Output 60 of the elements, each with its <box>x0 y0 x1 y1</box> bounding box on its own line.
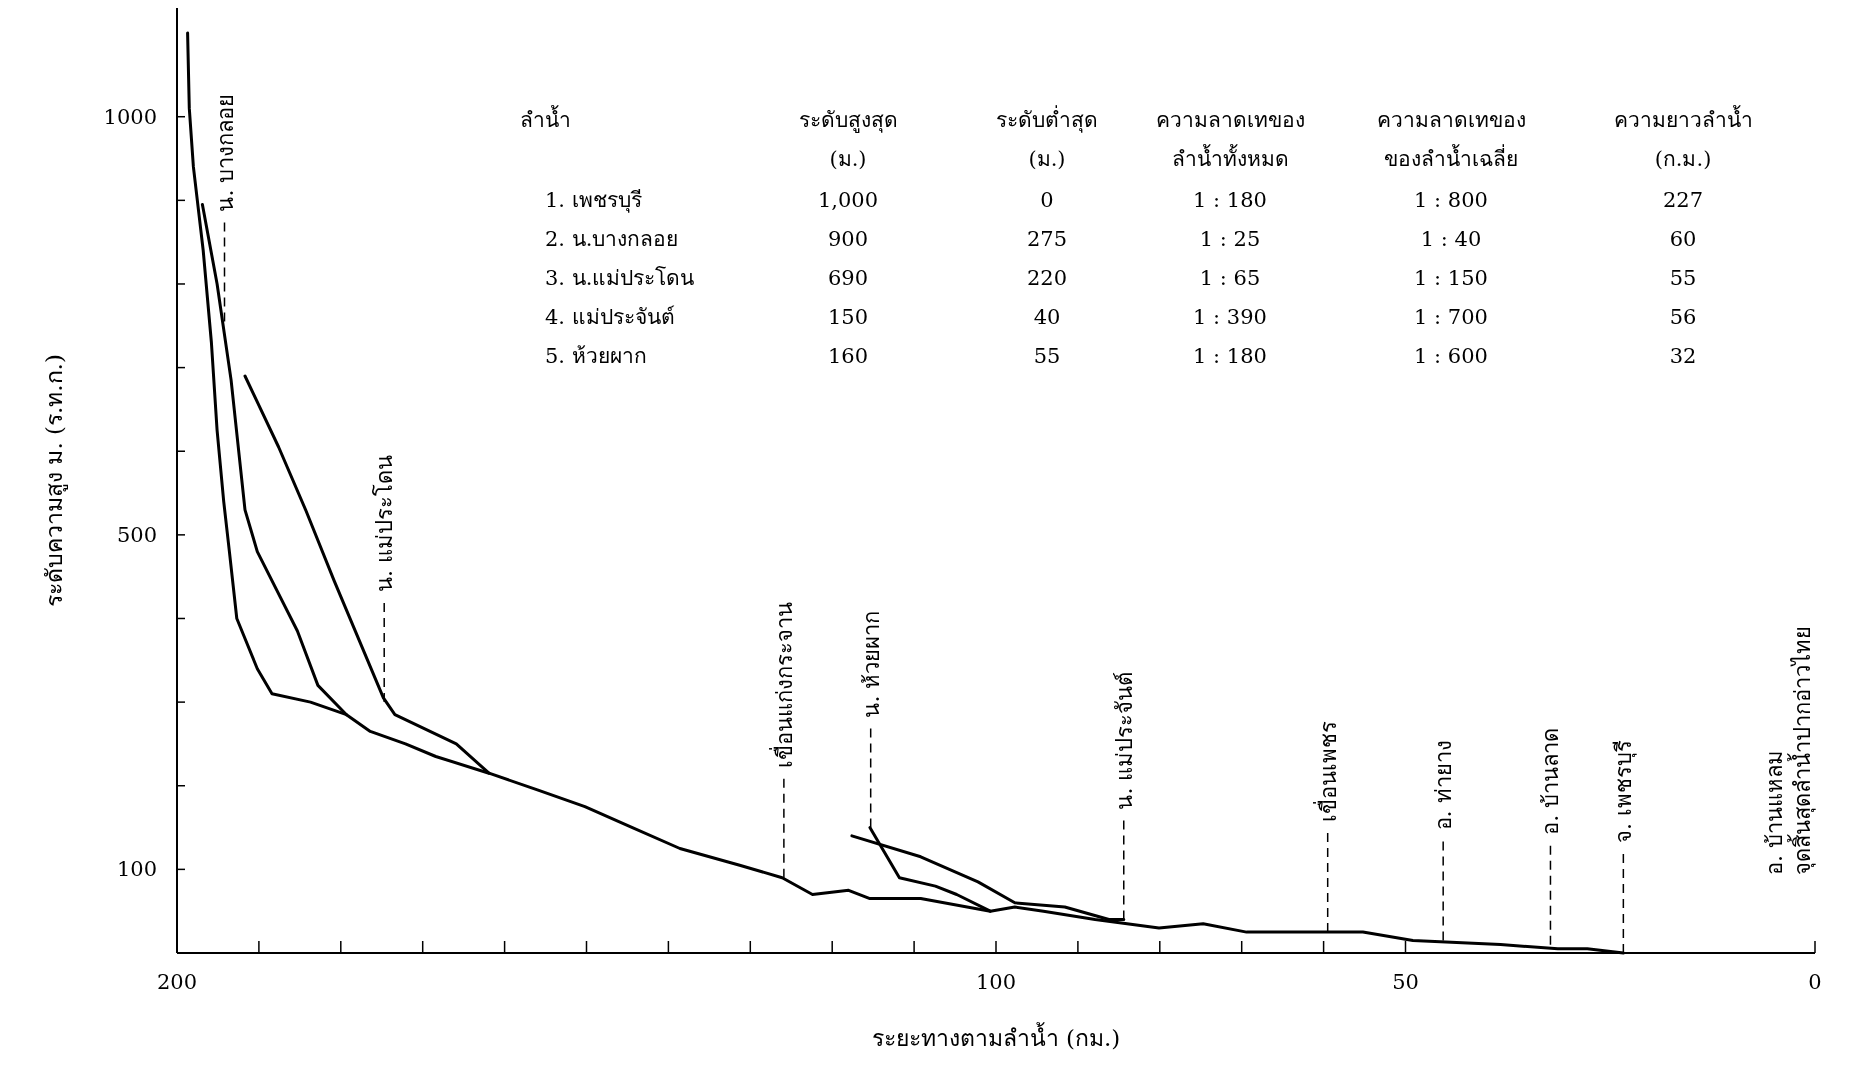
text: 60 <box>1669 227 1697 251</box>
y-axis-title: ระดับความสูง ม. (ร.ท.ก.) <box>41 354 68 607</box>
text: 40 <box>1033 305 1061 329</box>
annotation: น. แม่ประจันต์ <box>1111 671 1137 921</box>
text: ความลาดเทของ ของลำน้ำเฉลี่ย <box>1376 108 1526 171</box>
text: 160 <box>827 344 869 368</box>
annotation: น. ห้วยผาก <box>858 610 884 718</box>
text: 150 <box>827 305 869 329</box>
text: 1 : 40 <box>1420 227 1482 251</box>
text: 1 : 700 <box>1414 305 1488 329</box>
text: 690 <box>827 266 869 290</box>
annotation: น. บางกลอย <box>212 93 238 323</box>
text: 227 <box>1662 188 1704 212</box>
y-tick-label: 100 <box>116 857 157 882</box>
annotation: น. บางกลอย <box>212 93 238 212</box>
annotation: อ. ท่ายาง <box>1431 740 1457 831</box>
text: 2. น.บางกลอย <box>545 227 679 251</box>
text: 1 : 180 <box>1193 344 1267 368</box>
text: 0 <box>1040 188 1054 212</box>
text: 55 <box>1033 344 1061 368</box>
annotation: น. ห้วยผาก <box>858 610 884 829</box>
text: 1 : 25 <box>1199 227 1261 251</box>
x-axis-title: ระยะทางตามลำน้ำ (กม.) <box>871 1022 1121 1051</box>
text: 1,000 <box>817 188 879 212</box>
annotation: เขื่อนแก่งกระจาน <box>768 601 797 768</box>
text: 1 : 600 <box>1414 344 1488 368</box>
text: 900 <box>827 227 869 251</box>
text: ความลาดเทของ ลำน้ำทั้งหมด <box>1155 108 1305 171</box>
text: 55 <box>1669 266 1697 290</box>
text: 1. เพชรบุรี <box>545 188 642 212</box>
text: 32 <box>1669 344 1697 368</box>
annotation: น. แม่ประโดน <box>372 455 398 703</box>
text: 275 <box>1026 227 1068 251</box>
text: 5. ห้วยผาก <box>545 344 647 368</box>
annotation: อ. ท่ายาง <box>1431 740 1457 942</box>
text: 1 : 150 <box>1414 266 1488 290</box>
text: 1 : 180 <box>1193 188 1267 212</box>
text: ระดับสูงสุด (ม.) <box>798 108 898 171</box>
text: 220 <box>1026 266 1068 290</box>
text: 4. แม่ประจันต์ <box>545 305 675 329</box>
annotation: จ. เพชรบุรี <box>1611 740 1637 954</box>
annotation: เขื่อนเพชร <box>1312 721 1341 823</box>
annotation: เขื่อนเพชร <box>1315 721 1341 933</box>
annotation: น. แม่ประโดน <box>372 455 398 593</box>
annotation: อ. บ้านลาด <box>1538 727 1564 946</box>
annotation: น. แม่ประจันต์ <box>1111 671 1137 810</box>
annotation: เขื่อนแก่งกระจาน <box>771 601 797 879</box>
y-tick-label: 500 <box>116 522 157 547</box>
x-tick-label: 100 <box>975 970 1017 994</box>
text: 1 : 65 <box>1199 266 1261 290</box>
x-tick-label: 50 <box>1392 970 1419 994</box>
y-tick-label: 1000 <box>103 104 157 129</box>
x-tick-label: 200 <box>156 970 198 994</box>
text: 56 <box>1669 305 1697 329</box>
x-tick-label: 0 <box>1808 970 1822 994</box>
text: 3. น.แม่ประโดน <box>545 266 695 290</box>
text: 1 : 800 <box>1414 188 1488 212</box>
annotation: อ. บ้านลาด <box>1538 727 1564 835</box>
annotation: จ. เพชรบุรี <box>1611 740 1638 843</box>
text: 1 : 390 <box>1193 305 1267 329</box>
